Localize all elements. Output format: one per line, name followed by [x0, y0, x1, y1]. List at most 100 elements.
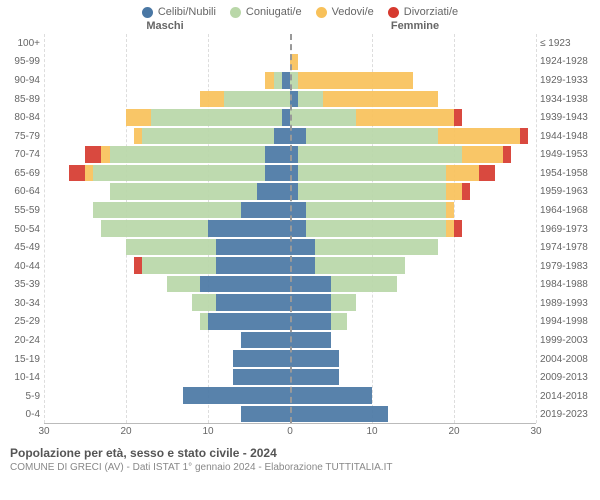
bar-row	[44, 275, 290, 294]
center-line	[290, 34, 292, 423]
bar-segment	[290, 369, 339, 386]
birth-label: 1999-2003	[536, 331, 592, 350]
x-tick: 0	[287, 426, 293, 437]
bar-segment	[69, 165, 85, 182]
age-label: 50-54	[8, 220, 44, 239]
bar-segment	[290, 387, 372, 404]
bar-segment	[167, 276, 200, 293]
bar-segment	[446, 202, 454, 219]
legend-swatch	[388, 7, 399, 18]
birth-label: 1924-1928	[536, 53, 592, 72]
bar-segment	[446, 165, 479, 182]
bar-segment	[265, 72, 273, 89]
bar-row	[44, 182, 290, 201]
bar-segment	[101, 220, 208, 237]
bar-row	[290, 238, 536, 257]
bar-segment	[315, 239, 438, 256]
bar-row	[290, 108, 536, 127]
bar-segment	[323, 91, 438, 108]
legend-item: Divorziati/e	[388, 6, 458, 18]
age-label: 55-59	[8, 201, 44, 220]
bar-row	[290, 90, 536, 109]
x-tick: 30	[38, 426, 49, 437]
bar-segment	[265, 165, 290, 182]
birth-label: ≤ 1923	[536, 34, 592, 53]
age-label: 75-79	[8, 127, 44, 146]
bar-segment	[241, 332, 290, 349]
bar-segment	[446, 183, 462, 200]
bar-row	[44, 201, 290, 220]
bar-segment	[224, 91, 290, 108]
age-label: 10-14	[8, 368, 44, 387]
age-label: 20-24	[8, 331, 44, 350]
bar-segment	[503, 146, 511, 163]
bar-row	[44, 386, 290, 405]
bar-segment	[454, 109, 462, 126]
bar-row	[44, 90, 290, 109]
bar-segment	[151, 109, 282, 126]
bar-row	[290, 182, 536, 201]
bar-segment	[134, 257, 142, 274]
bar-segment	[93, 165, 265, 182]
bar-segment	[126, 109, 151, 126]
bar-segment	[200, 276, 290, 293]
age-label: 80-84	[8, 108, 44, 127]
bar-row	[44, 405, 290, 424]
y-axis-label-left: Fasce di età	[0, 172, 2, 235]
bar-row	[44, 71, 290, 90]
bar-row	[290, 386, 536, 405]
bar-segment	[462, 146, 503, 163]
bar-row	[44, 238, 290, 257]
bar-segment	[216, 257, 290, 274]
birth-label: 1974-1978	[536, 238, 592, 257]
x-tick: 20	[448, 426, 459, 437]
bar-segment	[282, 109, 290, 126]
birth-label: 1944-1948	[536, 127, 592, 146]
header-male: Maschi	[40, 20, 290, 32]
age-label: 95-99	[8, 53, 44, 72]
age-labels: 100+95-9990-9485-8980-8475-7970-7465-696…	[8, 34, 44, 424]
chart: Fasce di età Anni di nascita 100+95-9990…	[8, 34, 592, 424]
header-female: Femmine	[290, 20, 540, 32]
legend-swatch	[316, 7, 327, 18]
x-tick: 30	[530, 426, 541, 437]
age-label: 40-44	[8, 257, 44, 276]
legend-swatch	[230, 7, 241, 18]
bar-segment	[208, 313, 290, 330]
bar-segment	[85, 165, 93, 182]
birth-label: 1964-1968	[536, 201, 592, 220]
birth-label: 1954-1958	[536, 164, 592, 183]
bar-segment	[331, 294, 356, 311]
bar-segment	[216, 239, 290, 256]
age-label: 60-64	[8, 183, 44, 202]
bar-segment	[454, 220, 462, 237]
bar-segment	[200, 313, 208, 330]
bar-row	[44, 34, 290, 53]
bar-segment	[290, 109, 356, 126]
bar-segment	[126, 239, 216, 256]
bar-segment	[298, 183, 446, 200]
x-axis: 3020100102030	[44, 426, 536, 440]
age-label: 5-9	[8, 387, 44, 406]
bar-row	[290, 71, 536, 90]
bar-row	[44, 219, 290, 238]
bar-segment	[298, 146, 462, 163]
bar-segment	[290, 406, 388, 423]
bar-segment	[142, 257, 216, 274]
bar-row	[290, 349, 536, 368]
age-label: 0-4	[8, 406, 44, 425]
bar-segment	[306, 220, 445, 237]
bar-segment	[290, 202, 306, 219]
bar-segment	[290, 128, 306, 145]
legend: Celibi/NubiliConiugati/eVedovi/eDivorzia…	[0, 0, 600, 20]
birth-label: 1934-1938	[536, 90, 592, 109]
bar-segment	[233, 369, 290, 386]
age-label: 15-19	[8, 350, 44, 369]
age-label: 90-94	[8, 71, 44, 90]
x-tick: 10	[202, 426, 213, 437]
bar-segment	[331, 313, 347, 330]
bar-segment	[101, 146, 109, 163]
age-label: 100+	[8, 34, 44, 53]
gender-headers: Maschi Femmine	[40, 20, 540, 32]
bar-row	[290, 145, 536, 164]
